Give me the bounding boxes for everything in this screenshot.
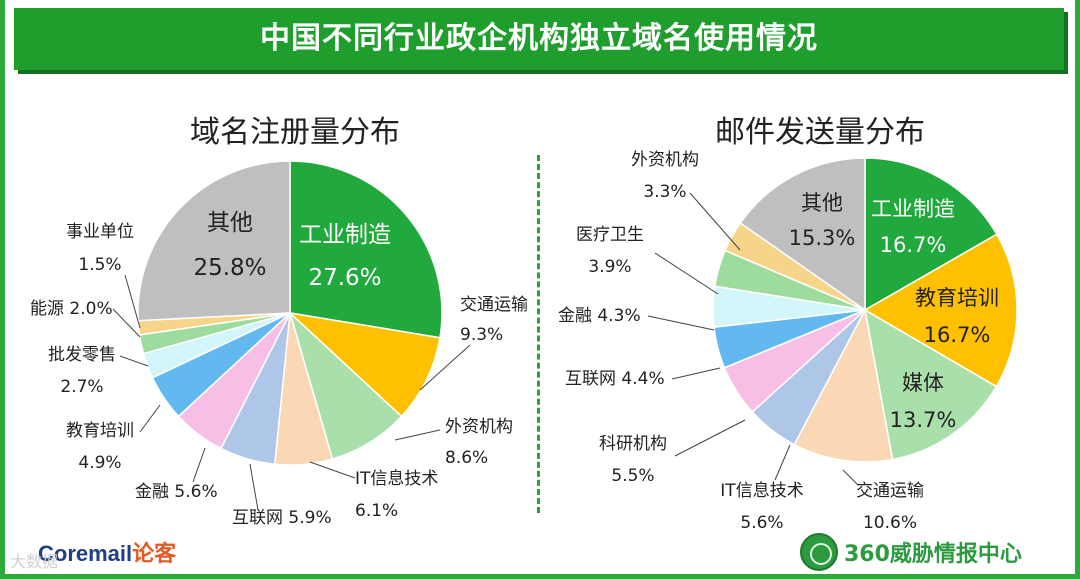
- pie-slice: [864, 157, 998, 312]
- leader-line: [647, 315, 715, 331]
- coremail-logo: Coremail论客: [38, 536, 176, 568]
- pie-slice: [863, 308, 998, 461]
- slice-value-label: 13.7%: [890, 408, 957, 432]
- slice-label: 教育培训: [915, 286, 999, 310]
- leader-line: [192, 447, 206, 483]
- slice-value-label: 2.7%: [60, 377, 103, 397]
- slice-value-label: 16.7%: [880, 233, 947, 257]
- slice-value-label: 16.7%: [924, 323, 991, 347]
- slice-label: 工业制造: [871, 197, 955, 221]
- slice-label: 金融 5.6%: [135, 482, 218, 502]
- slice-value-label: 4.9%: [78, 453, 121, 473]
- leader-line: [112, 308, 141, 338]
- slice-label: 批发零售: [48, 345, 116, 365]
- slice-value-label: 8.6%: [445, 448, 488, 468]
- threat-center-logo: 360威胁情报中心: [800, 532, 1022, 572]
- title-banner: 中国不同行业政企机构独立域名使用情况: [14, 8, 1064, 70]
- slice-label: 其他: [801, 191, 843, 215]
- slice-value-label: 25.8%: [193, 255, 266, 281]
- slice-label: 交通运输: [460, 295, 528, 315]
- pie-slice: [739, 157, 866, 312]
- leader-line: [309, 461, 356, 479]
- coremail-brand-cn: 论客: [132, 541, 177, 566]
- leader-line: [689, 192, 741, 251]
- leader-line: [774, 444, 791, 481]
- leader-line: [249, 463, 259, 511]
- slice-value-label: 6.1%: [355, 501, 398, 521]
- slice-label: 媒体: [902, 371, 944, 395]
- leader-line: [654, 252, 719, 295]
- slice-value-label: 27.6%: [308, 265, 381, 291]
- globe-icon: [800, 533, 838, 571]
- leader-line: [671, 367, 721, 380]
- chart-divider: [537, 155, 540, 513]
- pie-slice: [287, 311, 441, 418]
- chart-title: 邮件发送量分布: [715, 115, 925, 150]
- slice-value-label: 1.5%: [78, 255, 121, 275]
- threat-center-brand: 360威胁情报中心: [844, 542, 1022, 567]
- slice-label: 其他: [207, 210, 253, 236]
- slice-value-label: 10.6%: [863, 513, 917, 533]
- slice-label: 外资机构: [631, 150, 699, 170]
- slice-label: 交通运输: [856, 481, 924, 501]
- slice-label: 科研机构: [599, 434, 667, 454]
- slice-label: 工业制造: [299, 222, 391, 248]
- leader-line: [419, 344, 471, 391]
- leader-line: [119, 355, 149, 367]
- coremail-brand: Coremail: [38, 541, 133, 566]
- slice-label: 外资机构: [445, 417, 513, 437]
- slice-label: IT信息技术: [355, 469, 438, 489]
- slice-label: 教育培训: [66, 421, 134, 441]
- slice-label: 互联网 4.4%: [565, 369, 665, 389]
- pie-slice: [137, 160, 291, 322]
- leader-line: [842, 469, 859, 486]
- leader-line: [139, 404, 161, 433]
- slice-value-label: 3.9%: [588, 257, 631, 277]
- page-title: 中国不同行业政企机构独立域名使用情况: [260, 21, 818, 56]
- slice-label: 医疗卫生: [576, 225, 644, 245]
- slice-value-label: 15.3%: [789, 226, 856, 250]
- pie-slice: [863, 233, 1018, 388]
- leader-line: [124, 274, 141, 329]
- leader-line: [394, 429, 441, 441]
- slice-value-label: 5.5%: [611, 466, 654, 486]
- slice-label: 能源 2.0%: [30, 299, 113, 319]
- slice-label: 事业单位: [66, 222, 134, 242]
- leader-line: [674, 419, 746, 457]
- pie-slice: [793, 307, 894, 463]
- pie-slice: [289, 160, 443, 339]
- slice-label: 互联网 5.9%: [232, 508, 332, 528]
- slice-value-label: 9.3%: [460, 325, 503, 345]
- slice-value-label: 5.6%: [740, 513, 783, 533]
- chart-title: 域名注册量分布: [190, 115, 400, 150]
- slice-value-label: 3.3%: [643, 182, 686, 202]
- slice-label: 金融 4.3%: [558, 306, 641, 326]
- watermark: 大数据: [10, 552, 59, 571]
- slice-label: IT信息技术: [720, 481, 803, 501]
